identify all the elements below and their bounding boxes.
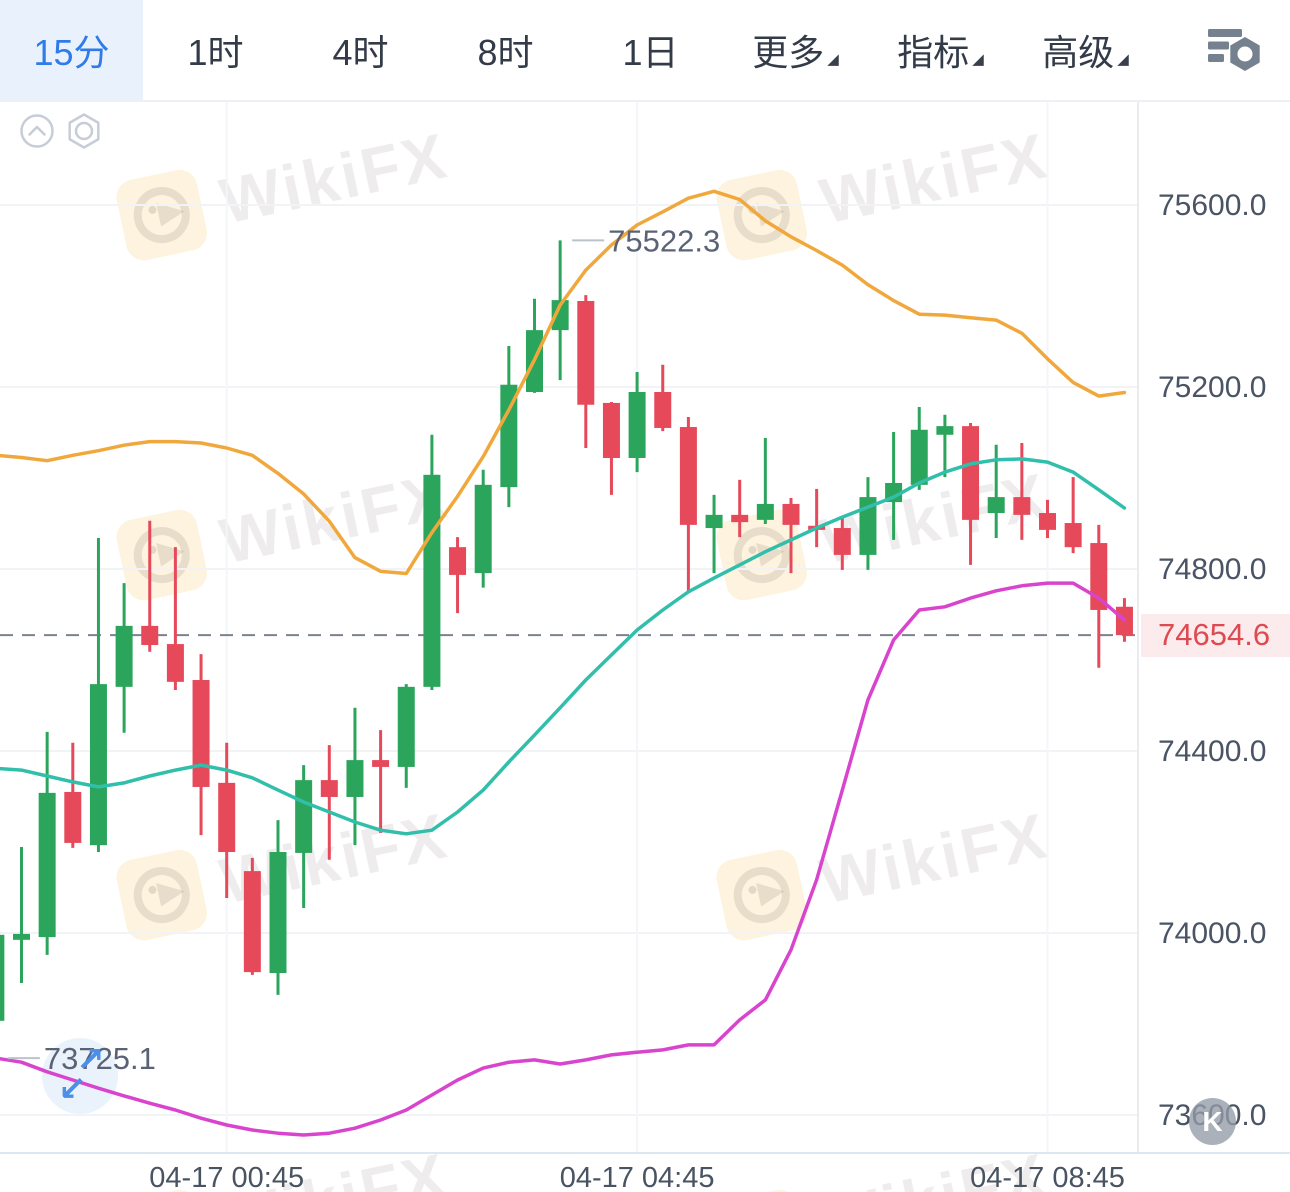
candle-body (936, 426, 954, 435)
candle-body (38, 792, 56, 938)
candle-body (192, 680, 210, 787)
candle-body (705, 514, 723, 529)
candle-body (218, 782, 236, 853)
candle-body (962, 426, 980, 520)
candle-body (551, 300, 569, 331)
candle-body (64, 791, 82, 843)
price-axis-label: 74000.0 (1158, 917, 1267, 950)
chart-tool-icons (20, 113, 100, 149)
timeframe-tabs: 15分 1时 4时 8时 1日 更多 ◢ 指标 ◢ 高级 ◢ (0, 0, 1158, 100)
candle-body (89, 684, 107, 846)
candle-body (346, 760, 364, 797)
dropdown-caret-icon: ◢ (827, 50, 839, 68)
candle-body (13, 933, 30, 940)
chart-settings-button[interactable] (1208, 0, 1264, 100)
candle-body (320, 780, 338, 797)
menu-指标[interactable]: 指标 ◢ (897, 32, 984, 73)
candle-body (833, 528, 851, 555)
candle-body (372, 760, 390, 767)
gesture-hint-circle (42, 1038, 118, 1114)
candle-body (0, 934, 5, 1021)
low-marker-label: 73725.1 (44, 1041, 156, 1076)
candle-body (397, 686, 415, 767)
timeframe-tab-15分[interactable]: 15分 (0, 0, 143, 100)
candle-body (1064, 523, 1082, 548)
candle-body (1039, 513, 1056, 530)
high-marker-label: 75522.3 (608, 223, 720, 258)
expand-arrow-ne-icon: ↗ (76, 1041, 105, 1079)
time-axis-label: 04-17 00:45 (149, 1162, 305, 1192)
candle-body (654, 392, 672, 428)
candle-body (269, 852, 287, 974)
scroll-to-latest-button[interactable]: K (1189, 1098, 1236, 1145)
collapse-circle-icon[interactable] (20, 114, 54, 148)
candle-body (731, 514, 749, 523)
candle-body (474, 484, 492, 574)
time-axis: 04-17 00:45 04-17 04:45 04-17 08:45 (0, 1152, 1290, 1192)
candle-body (243, 871, 261, 973)
lower-band-line (0, 581, 1127, 1137)
candle-body (295, 780, 313, 853)
time-axis-label: 04-17 04:45 (559, 1162, 715, 1192)
candle-body (859, 497, 877, 555)
candle-body (449, 547, 467, 575)
candle-body (987, 497, 1005, 514)
dropdown-caret-icon: ◢ (1117, 50, 1129, 68)
timeframe-toolbar: 15分 1时 4时 8时 1日 更多 ◢ 指标 ◢ 高级 ◢ (0, 0, 1290, 102)
current-price-badge: 74654.6 (1141, 613, 1290, 657)
candle-body (756, 503, 774, 520)
price-axis-panel: 74654.6 75600.0 75200.0 74800.0 74400.0 7400… (1137, 100, 1290, 1152)
candle-body (141, 625, 159, 645)
candle-body (1090, 543, 1108, 610)
candle-body (679, 427, 697, 525)
hexagon-settings-icon[interactable] (68, 113, 100, 149)
expand-arrow-sw-icon: ↙ (58, 1070, 87, 1108)
candle-body (628, 392, 646, 458)
candle-body (910, 429, 928, 485)
menu-高级[interactable]: 高级 ◢ (1042, 32, 1129, 73)
candle-body (782, 503, 800, 525)
indicator-settings-icon (1208, 29, 1260, 71)
upper-band-line (0, 189, 1127, 576)
candle-body (115, 625, 133, 687)
candle-body (1013, 497, 1031, 515)
candle-body (166, 644, 184, 682)
timeframe-tab-8时[interactable]: 8时 (477, 32, 534, 73)
price-axis-label: 74400.0 (1158, 735, 1267, 768)
time-axis-label: 04-17 08:45 (970, 1162, 1125, 1192)
price-axis-label: 75200.0 (1158, 371, 1267, 404)
candle-body (602, 402, 620, 458)
middle-band-line (0, 457, 1127, 836)
latest-button-glyph: K (1202, 1105, 1223, 1137)
current-price-label: 74654.6 (1158, 617, 1271, 653)
price-chart-svg[interactable]: 75522.3 73725.1↗↙ (0, 0, 1137, 1192)
candle-body (500, 384, 518, 488)
dropdown-caret-icon: ◢ (972, 50, 984, 68)
price-axis-label: 75600.0 (1158, 189, 1267, 222)
timeframe-tab-1时[interactable]: 1时 (187, 32, 244, 73)
candle-body (423, 474, 441, 687)
menu-更多[interactable]: 更多 ◢ (752, 32, 839, 73)
timeframe-tab-4时[interactable]: 4时 (332, 32, 389, 73)
candle-body (577, 301, 595, 405)
price-axis-label: 74800.0 (1158, 553, 1267, 586)
timeframe-tab-1日[interactable]: 1日 (622, 32, 679, 73)
